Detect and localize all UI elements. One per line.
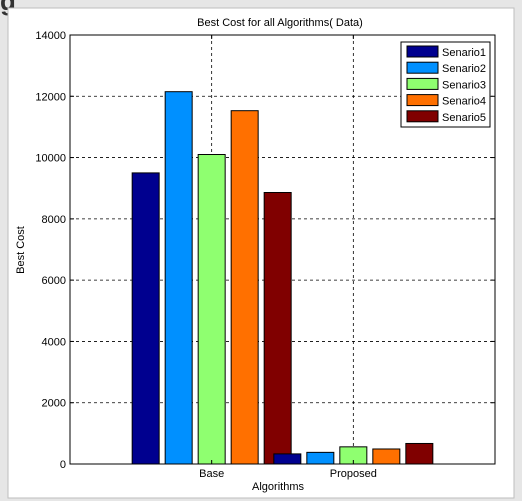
y-tick-label: 10000 xyxy=(35,153,66,165)
bar-senario4-base xyxy=(230,110,259,465)
legend-swatch-senario3 xyxy=(406,77,439,90)
legend-label-senario5: Senario5 xyxy=(442,112,486,124)
y-tick-label: 4000 xyxy=(42,336,66,348)
legend-label-senario1: Senario1 xyxy=(442,47,486,59)
y-axis-label: Best Cost xyxy=(15,226,27,274)
y-tick-label: 0 xyxy=(60,459,66,471)
bar-senario1-base xyxy=(131,172,160,465)
bar-senario4-proposed xyxy=(372,448,401,465)
legend-label-senario2: Senario2 xyxy=(442,63,486,75)
y-tick-label: 8000 xyxy=(42,214,66,226)
legend-swatch-senario4 xyxy=(406,94,439,107)
y-tick-label: 12000 xyxy=(35,91,66,103)
x-tick-label: Proposed xyxy=(330,468,377,480)
chart-title: Best Cost for all Algorithms( Data) xyxy=(197,17,363,29)
y-tick-label: 2000 xyxy=(42,398,66,410)
bar-senario1-proposed xyxy=(273,453,302,465)
legend-swatch-senario5 xyxy=(406,110,439,123)
bar-senario2-proposed xyxy=(306,451,335,465)
x-tick-label: Base xyxy=(199,468,224,480)
legend-label-senario3: Senario3 xyxy=(442,79,486,91)
bar-senario5-base xyxy=(263,192,292,465)
y-tick-label: 14000 xyxy=(35,30,66,42)
legend-swatch-senario2 xyxy=(406,61,439,74)
y-axis: 0 2000 4000 6000 8000 10000 12000 14000 xyxy=(35,30,495,471)
y-tick-label: 6000 xyxy=(42,275,66,287)
bar-senario2-base xyxy=(164,91,193,465)
legend: Senario1 Senario2 Senario3 Senario4 Senario5 xyxy=(400,41,491,128)
plot-area xyxy=(69,34,496,465)
legend-label-senario4: Senario4 xyxy=(442,96,486,108)
x-axis: Base Proposed xyxy=(199,35,377,480)
x-axis-label: Algorithms xyxy=(252,481,304,493)
bar-senario5-proposed xyxy=(405,442,434,465)
legend-swatch-senario1 xyxy=(406,45,439,58)
bar-senario3-base xyxy=(197,154,226,465)
